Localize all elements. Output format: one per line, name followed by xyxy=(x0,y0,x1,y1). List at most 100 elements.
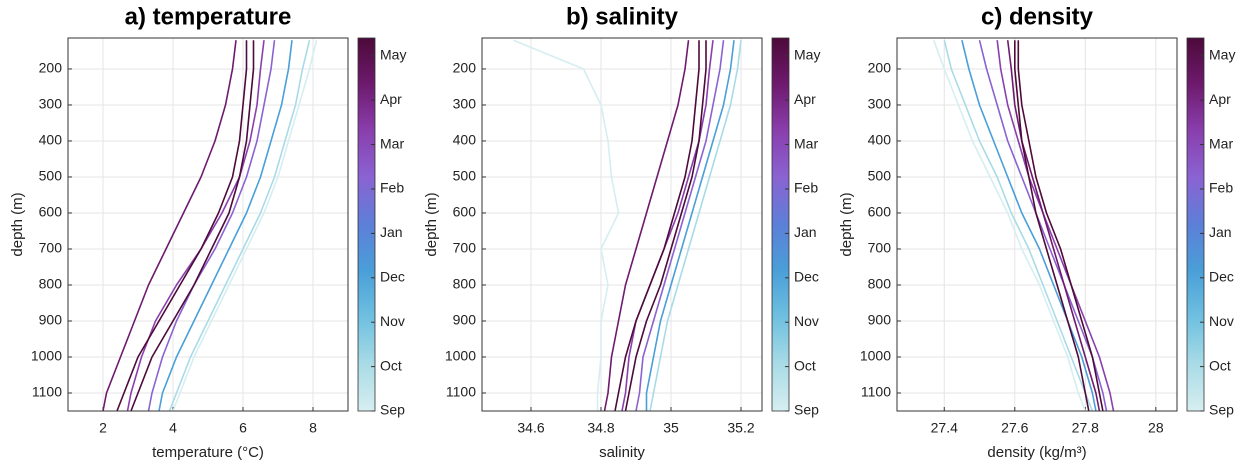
y-tick-label: 900 xyxy=(868,312,892,328)
profile-line xyxy=(624,40,707,412)
colorbar-label: May xyxy=(1209,46,1235,62)
colorbar-label: Oct xyxy=(794,357,816,373)
profile-line xyxy=(126,40,265,412)
y-tick-label: 700 xyxy=(868,240,892,256)
colorbar-label: Nov xyxy=(794,313,819,329)
y-tick-label: 500 xyxy=(453,168,477,184)
colorbar-label: May xyxy=(380,46,406,62)
panel-title: b) salinity xyxy=(566,3,679,30)
profile-line xyxy=(614,40,700,412)
profile-line xyxy=(635,40,725,412)
profile-line xyxy=(603,40,690,412)
profile-line xyxy=(513,39,620,411)
y-tick-label: 1100 xyxy=(861,384,891,400)
profile-line xyxy=(978,40,1108,412)
y-tick-label: 700 xyxy=(39,240,63,256)
profile-line xyxy=(996,40,1115,412)
y-tick-label: 800 xyxy=(39,276,63,292)
x-tick-label: 35 xyxy=(663,420,679,436)
colorbar-label: Feb xyxy=(380,180,404,196)
colorbar-label: Feb xyxy=(794,180,818,196)
y-tick-label: 600 xyxy=(39,204,63,220)
colorbar xyxy=(771,37,790,412)
y-tick-label: 900 xyxy=(39,312,63,328)
y-axis-label: depth (m) xyxy=(9,192,26,256)
x-tick-label: 4 xyxy=(169,420,177,436)
profile-line xyxy=(116,40,248,412)
profile-line xyxy=(649,40,742,412)
colorbar-label: Oct xyxy=(380,357,402,373)
profile-line xyxy=(102,40,237,412)
profile-line xyxy=(147,40,276,412)
profile-line xyxy=(1013,40,1090,412)
colorbar-label: Jan xyxy=(380,224,403,240)
colorbar-label: Jan xyxy=(1209,224,1232,240)
y-tick-label: 1100 xyxy=(446,384,476,400)
x-tick-label: 27.8 xyxy=(1072,420,1099,436)
colorbar-label: Dec xyxy=(380,268,405,284)
y-tick-label: 500 xyxy=(39,168,63,184)
colorbar-label: Feb xyxy=(1209,180,1233,196)
panel-title: c) density xyxy=(981,3,1094,30)
x-tick-label: 6 xyxy=(239,420,247,436)
y-axis-label: depth (m) xyxy=(423,192,440,256)
profile-line xyxy=(158,40,293,412)
y-tick-label: 300 xyxy=(868,96,892,112)
profile-line xyxy=(932,39,1087,412)
colorbar-label: Oct xyxy=(1209,357,1231,373)
y-tick-label: 1000 xyxy=(31,348,62,364)
y-tick-label: 1000 xyxy=(445,348,476,364)
y-tick-label: 500 xyxy=(868,168,892,184)
y-tick-label: 1000 xyxy=(860,348,891,364)
colorbar-label: Dec xyxy=(794,268,819,284)
y-tick-label: 300 xyxy=(39,96,63,112)
colorbar-label: Sep xyxy=(794,402,819,418)
colorbar xyxy=(1186,37,1205,412)
y-tick-label: 400 xyxy=(868,132,892,148)
y-tick-label: 600 xyxy=(453,204,477,220)
x-axis-label: salinity xyxy=(599,444,645,461)
profile-line xyxy=(168,40,311,412)
colorbar-label: Jan xyxy=(794,224,817,240)
colorbar-label: Apr xyxy=(794,91,816,107)
x-tick-label: 34.6 xyxy=(517,420,544,436)
y-tick-label: 200 xyxy=(868,60,892,76)
y-tick-label: 700 xyxy=(453,240,477,256)
colorbar-label: Mar xyxy=(794,135,818,151)
colorbar-label: Apr xyxy=(1209,91,1231,107)
profile-line xyxy=(130,40,255,412)
colorbar-label: Mar xyxy=(1209,135,1233,151)
y-tick-label: 200 xyxy=(39,60,63,76)
x-axis-label: density (kg/m³) xyxy=(987,444,1086,461)
profile-line xyxy=(172,40,318,412)
axes-box xyxy=(481,37,763,412)
panel-title: a) temperature xyxy=(125,3,292,30)
y-axis-label: depth (m) xyxy=(838,192,855,256)
x-tick-label: 2 xyxy=(99,420,107,436)
profile-line xyxy=(961,40,1097,412)
y-tick-label: 800 xyxy=(868,276,892,292)
axes-box xyxy=(67,37,349,412)
x-tick-label: 35.2 xyxy=(727,420,754,436)
profile-line xyxy=(645,40,735,411)
colorbar-label: Apr xyxy=(380,91,402,107)
x-tick-label: 27.6 xyxy=(1001,420,1028,436)
profile-line xyxy=(943,40,1094,412)
y-tick-label: 900 xyxy=(453,312,477,328)
y-tick-label: 800 xyxy=(453,276,477,292)
colorbar-label: Sep xyxy=(380,402,405,418)
colorbar-label: May xyxy=(794,46,820,62)
y-tick-label: 400 xyxy=(453,132,477,148)
axes-box xyxy=(896,37,1178,412)
x-tick-label: 27.4 xyxy=(931,420,958,436)
x-tick-label: 8 xyxy=(309,420,317,436)
profile-line xyxy=(1006,40,1101,412)
x-axis-label: temperature (°C) xyxy=(152,444,264,461)
y-tick-label: 300 xyxy=(453,96,477,112)
y-tick-label: 400 xyxy=(39,132,63,148)
y-tick-label: 200 xyxy=(453,60,477,76)
colorbar-label: Mar xyxy=(380,135,404,151)
y-tick-label: 600 xyxy=(868,204,892,220)
profile-line xyxy=(1017,40,1104,412)
